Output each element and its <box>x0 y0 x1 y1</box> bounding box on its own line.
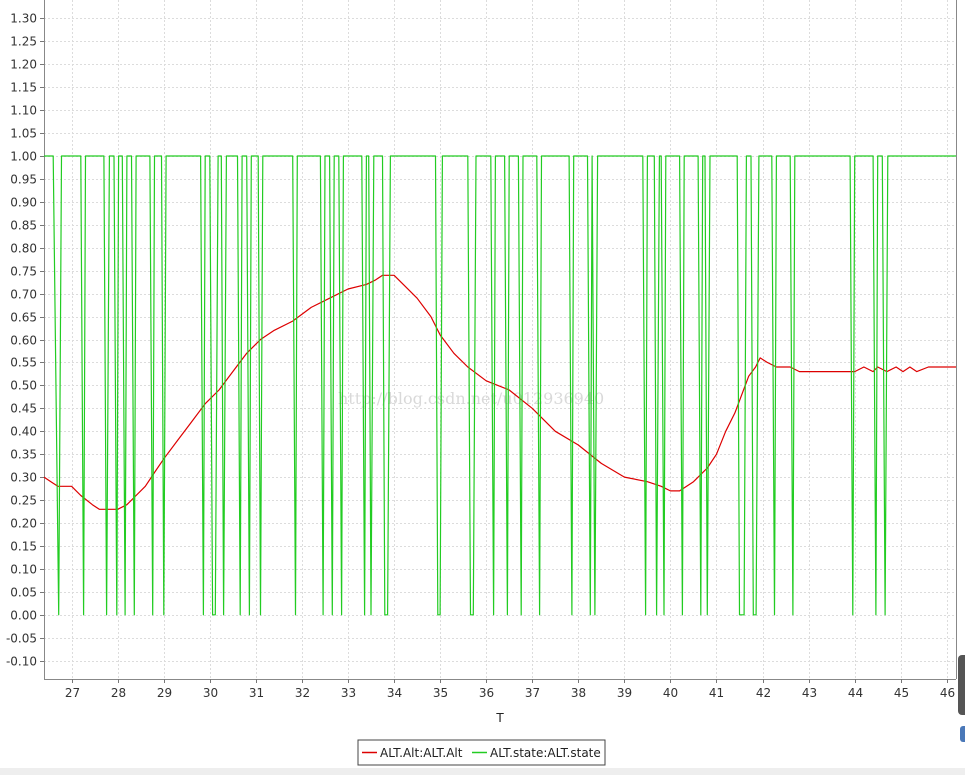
y-tick-label: 1.05 <box>10 127 37 141</box>
x-tick-label: 32 <box>295 686 310 700</box>
y-tick-label: 1.20 <box>10 58 37 72</box>
y-tick-label: 0.00 <box>10 609 37 623</box>
x-tick-label: 38 <box>571 686 586 700</box>
y-tick-label: 1.25 <box>10 35 37 49</box>
y-tick-label: 1.00 <box>10 150 37 164</box>
x-tick-label: 40 <box>663 686 678 700</box>
y-tick-label: 1.15 <box>10 81 37 95</box>
watermark-text: http://blog.csdn.net/u012936940 <box>338 389 604 408</box>
axes <box>44 0 957 680</box>
y-tick-label: -0.05 <box>6 632 37 646</box>
x-tick-label: 29 <box>157 686 172 700</box>
y-tick-label: 0.45 <box>10 402 37 416</box>
x-tick-label: 41 <box>709 686 724 700</box>
x-tick-label: 37 <box>525 686 540 700</box>
y-tick-label: 0.35 <box>10 448 37 462</box>
y-tick-label: 0.30 <box>10 471 37 485</box>
y-tick-label: 0.05 <box>10 586 37 600</box>
y-axis-ticks: -0.10 -0.05 0.00 0.05 0.10 0.15 0.20 0.25 0.30 0.… <box>6 12 44 669</box>
legend-label-state: ALT.state:ALT.state <box>490 746 601 760</box>
y-tick-label: 0.65 <box>10 311 37 325</box>
x-tick-label: 35 <box>433 686 448 700</box>
y-tick-label: 0.60 <box>10 334 37 348</box>
x-tick-label: 45 <box>894 686 909 700</box>
x-tick-label: 27 <box>65 686 80 700</box>
x-tick-label: 44 <box>848 686 863 700</box>
y-tick-label: 0.70 <box>10 288 37 302</box>
x-tick-label: 42 <box>756 686 771 700</box>
x-tick-label: 36 <box>479 686 494 700</box>
x-tick-label: 31 <box>249 686 264 700</box>
y-tick-label: 0.75 <box>10 265 37 279</box>
y-tick-label: 0.50 <box>10 379 37 393</box>
y-tick-label: 0.85 <box>10 219 37 233</box>
y-tick-label: -0.10 <box>6 655 37 669</box>
y-tick-label: 0.15 <box>10 540 37 554</box>
x-tick-label: 28 <box>111 686 126 700</box>
y-tick-label: 0.95 <box>10 173 37 187</box>
y-tick-label: 0.80 <box>10 242 37 256</box>
y-tick-label: 1.10 <box>10 104 37 118</box>
y-tick-label: 0.25 <box>10 494 37 508</box>
y-tick-label: 0.10 <box>10 563 37 577</box>
x-tick-label: 46 <box>940 686 955 700</box>
x-tick-label: 30 <box>203 686 218 700</box>
y-tick-label: 1.30 <box>10 12 37 26</box>
y-tick-label: 0.90 <box>10 196 37 210</box>
series <box>43 155 956 616</box>
window-bottom-bar <box>0 768 965 775</box>
x-axis-title: T <box>495 711 504 725</box>
scroll-handle[interactable] <box>958 655 965 715</box>
legend-label-alt: ALT.Alt:ALT.Alt <box>380 746 463 760</box>
y-tick-label: 0.55 <box>10 356 37 370</box>
y-tick-label: 0.20 <box>10 517 37 531</box>
series-line-state <box>44 155 956 616</box>
x-axis-ticks: 27 28 29 30 31 32 33 34 35 36 37 38 39 40 41 42 43 44 45 46 <box>65 679 955 700</box>
x-tick-label: 33 <box>341 686 356 700</box>
y-tick-label: 0.40 <box>10 425 37 439</box>
legend: ALT.Alt:ALT.Alt ALT.state:ALT.state <box>357 739 606 766</box>
x-tick-label: 39 <box>617 686 632 700</box>
x-tick-label: 43 <box>802 686 817 700</box>
plot-background <box>44 0 956 679</box>
side-tab-handle[interactable] <box>960 726 965 742</box>
x-tick-label: 34 <box>387 686 402 700</box>
